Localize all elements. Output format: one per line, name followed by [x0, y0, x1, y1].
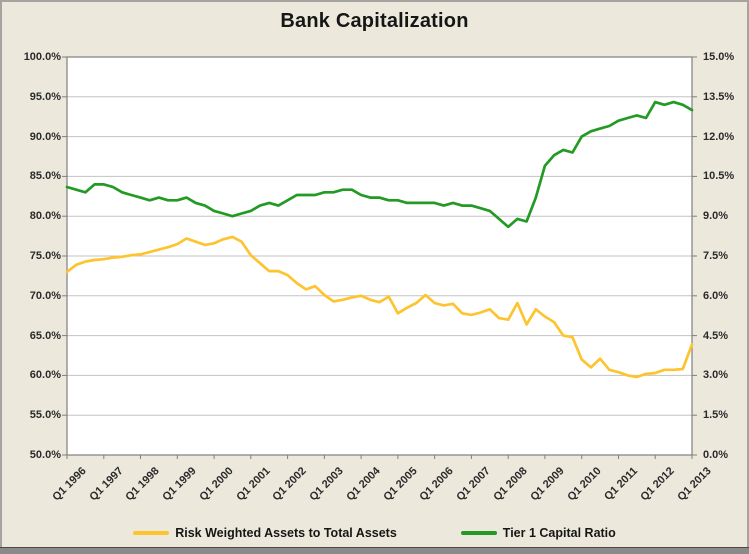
right-axis-label: 15.0%: [703, 51, 735, 63]
left-axis-label: 70.0%: [29, 289, 61, 302]
bottom-bar: [0, 547, 749, 554]
right-axis-label: 10.5%: [703, 170, 735, 183]
right-axis-label: 7.5%: [703, 250, 729, 262]
right-axis-label: 12.0%: [703, 130, 735, 143]
right-axis-label: 9.0%: [703, 210, 729, 223]
left-axis-label: 65.0%: [29, 329, 61, 342]
left-axis-label: 100.0%: [23, 51, 61, 63]
left-axis-label: 90.0%: [29, 130, 61, 143]
left-axis-label: 95.0%: [29, 90, 61, 103]
chart-title: Bank Capitalization: [280, 10, 469, 32]
legend-label-rwa: Risk Weighted Assets to Total Assets: [175, 526, 397, 540]
right-axis-label: 13.5%: [703, 90, 735, 103]
right-axis-label: 4.5%: [703, 329, 729, 342]
legend-item-tier1: Tier 1 Capital Ratio: [460, 526, 616, 540]
left-axis-label: 50.0%: [29, 449, 61, 461]
right-axis-label: 6.0%: [703, 289, 729, 302]
left-axis-label: 85.0%: [29, 170, 61, 183]
rwa-series-line: [65, 235, 694, 379]
legend: Risk Weighted Assets to Total Assets Tie…: [0, 526, 749, 540]
right-axis-label: 0.0%: [703, 449, 729, 461]
tier1-series-line: [65, 100, 694, 229]
plot-border: [66, 56, 693, 456]
left-axis-label: 75.0%: [29, 250, 61, 262]
left-axis-label: 80.0%: [29, 210, 61, 223]
left-axis-label: 60.0%: [29, 369, 61, 382]
legend-label-tier1: Tier 1 Capital Ratio: [502, 526, 616, 540]
legend-item-rwa: Risk Weighted Assets to Total Assets: [133, 526, 397, 540]
tier1-line-swatch: [460, 531, 497, 535]
right-axis-label: 3.0%: [703, 369, 729, 382]
left-axis-label: 55.0%: [29, 409, 61, 422]
right-axis-label: 1.5%: [703, 409, 729, 422]
rwa-line-swatch: [133, 531, 170, 535]
